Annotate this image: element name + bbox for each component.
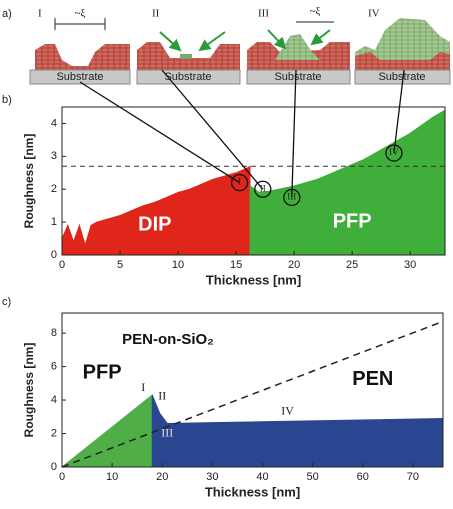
series-label: DIP <box>138 214 171 236</box>
area <box>249 109 446 256</box>
y-tick-label: 3 <box>51 150 57 162</box>
area <box>151 394 444 468</box>
y-tick-label: 4 <box>51 394 57 406</box>
substrate-label: Substrate <box>378 71 425 83</box>
length-label: ~ξ <box>75 8 86 20</box>
marker-label: III <box>287 192 296 202</box>
x-tick-label: 5 <box>117 259 123 271</box>
substrate-label: Substrate <box>274 71 321 83</box>
series-label: PFP <box>83 362 122 384</box>
stage-label: III <box>258 8 269 20</box>
x-axis-title: Thickness [nm] <box>206 272 301 287</box>
y-tick-label: 1 <box>51 216 57 228</box>
series-label: PEN <box>352 368 393 390</box>
connector <box>161 69 264 190</box>
y-axis-title: Roughness [nm] <box>22 343 36 438</box>
substrate-label: Substrate <box>164 71 211 83</box>
annotation: II <box>158 388 166 402</box>
x-tick-label: 40 <box>256 471 268 483</box>
marker-label: I <box>238 177 241 187</box>
y-axis-title: Roughness [nm] <box>22 134 36 229</box>
x-axis-title: Thickness [nm] <box>205 484 300 499</box>
connector <box>291 69 297 198</box>
chart: DIP PFP 0 5 10 15 20 25 30 0 1 2 3 4 Thickness [nm] Rou… <box>22 69 446 287</box>
y-tick-label: 0 <box>51 461 57 473</box>
marker-label: IV <box>389 147 399 157</box>
stage-label: I <box>38 8 42 20</box>
annotation: I <box>141 380 145 394</box>
y-tick-label: 6 <box>51 360 57 372</box>
marker-circle <box>385 144 403 162</box>
x-tick-label: 70 <box>407 471 419 483</box>
x-tick-label: 0 <box>59 259 65 271</box>
marker-circle <box>254 180 272 198</box>
panel-label: c) <box>2 296 11 308</box>
marker-circle <box>230 173 249 192</box>
area <box>60 393 153 468</box>
x-tick-label: 10 <box>172 259 184 271</box>
substrate-label: Substrate <box>56 71 103 83</box>
y-tick-label: 8 <box>51 327 57 339</box>
dashed-line <box>61 320 444 468</box>
schematic-I <box>29 18 131 85</box>
series-label: PFP <box>333 210 372 232</box>
x-tick-label: 20 <box>288 259 300 271</box>
series-label: PEN-on-SiO₂ <box>122 331 214 348</box>
annotation: III <box>161 425 173 439</box>
panel-label: b) <box>2 94 12 106</box>
x-tick-label: 10 <box>106 471 118 483</box>
stage-label: II <box>152 8 160 20</box>
x-tick-label: 30 <box>206 471 218 483</box>
stage-label: IV <box>368 8 380 20</box>
x-tick-label: 60 <box>357 471 369 483</box>
x-tick-label: 15 <box>230 259 242 271</box>
chart: PFP PEN PEN-on-SiO₂ 0 10 20 30 40 50 60 70 0 2 4 6 8 Thi… <box>22 312 444 499</box>
y-tick-label: 2 <box>51 427 57 439</box>
connector <box>393 69 405 154</box>
plot-frame <box>61 106 446 256</box>
plot-frame <box>61 312 444 468</box>
x-tick-label: 25 <box>346 259 358 271</box>
annotation: IV <box>281 404 294 418</box>
y-tick-label: 2 <box>51 183 57 195</box>
x-tick-label: 30 <box>404 259 416 271</box>
schematic-III <box>246 21 351 85</box>
panel-label: a) <box>2 8 12 20</box>
marker-circle <box>283 188 301 207</box>
schematic-II <box>136 31 241 85</box>
connector <box>79 81 240 184</box>
x-tick-label: 50 <box>307 471 319 483</box>
y-tick-label: 4 <box>51 117 57 129</box>
y-tick-label: 0 <box>51 249 57 261</box>
x-tick-label: 20 <box>156 471 168 483</box>
marker-label: II <box>260 183 266 193</box>
length-label: ~ξ <box>310 6 321 18</box>
x-tick-label: 0 <box>59 471 65 483</box>
area <box>61 165 251 256</box>
